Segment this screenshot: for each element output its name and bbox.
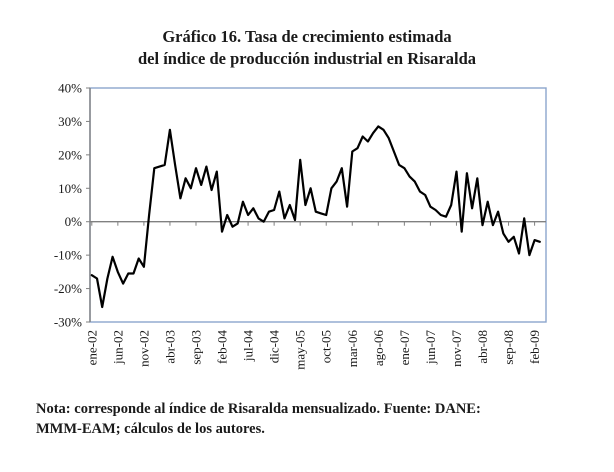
chart-title-line1: Gráfico 16. Tasa de crecimiento estimada	[162, 27, 452, 46]
y-tick-label: -30%	[54, 315, 82, 330]
x-tick-label: jul-04	[241, 330, 256, 363]
source-note: Nota: corresponde al índice de Risaralda…	[36, 400, 591, 439]
x-tick-label: jun-07	[423, 330, 438, 365]
x-tick-label: dic-04	[267, 330, 282, 364]
source-note-line1: Nota: corresponde al índice de Risaralda…	[36, 401, 481, 417]
plot-border	[89, 87, 547, 323]
y-tick-label: 10%	[58, 181, 82, 196]
x-tick-label: may-05	[293, 330, 308, 370]
y-tick-label: 30%	[58, 114, 82, 129]
growth-rate-line-chart: 40% 30% 20% 10% 0% -10% -20% -30%ene-02 jun-02 no…	[54, 81, 547, 370]
x-tick-label: ene-07	[397, 330, 412, 366]
y-tick-label: 20%	[58, 147, 82, 162]
x-tick-label: jun-02	[110, 330, 125, 365]
chart-title-line2: del índice de producción industrial en R…	[138, 49, 476, 68]
x-tick-label: feb-04	[215, 330, 230, 364]
chart-title: Gráfico 16. Tasa de crecimiento estimada…	[0, 26, 614, 70]
x-tick-label: oct-05	[319, 330, 334, 363]
x-tick-label: abr-03	[162, 330, 177, 364]
y-tick-label: -10%	[54, 248, 82, 263]
x-tick-label: feb-09	[527, 330, 542, 364]
x-tick-label: nov-07	[449, 330, 464, 367]
source-note-line2: MMM-EAM; cálculos de los autores.	[36, 420, 265, 437]
x-tick-label: ago-06	[371, 330, 386, 367]
x-tick-label: abr-08	[475, 330, 490, 364]
y-tick-label: 0%	[65, 214, 83, 229]
y-tick-label: -20%	[54, 281, 82, 296]
x-tick-label: sep-08	[501, 330, 516, 365]
x-tick-label: mar-06	[345, 330, 360, 368]
y-tick-label: 40%	[58, 81, 82, 96]
x-tick-label: ene-02	[84, 330, 99, 365]
x-tick-label: sep-03	[188, 330, 203, 365]
x-tick-label: nov-02	[136, 330, 151, 367]
data-line	[90, 125, 541, 309]
